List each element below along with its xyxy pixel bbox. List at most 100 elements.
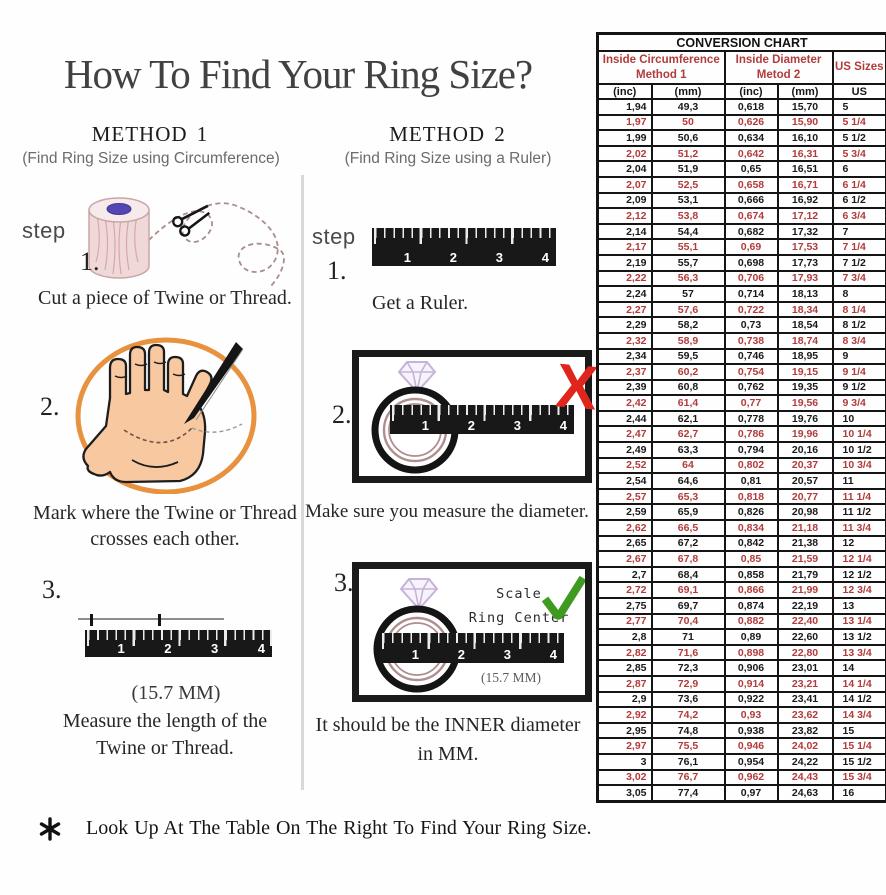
- table-cell: 50: [650, 113, 726, 132]
- ruler-number: 2: [467, 418, 475, 433]
- table-cell: 15 1/4: [831, 737, 886, 755]
- table-cell: 19,35: [776, 378, 834, 397]
- table-cell: 0,81: [723, 472, 779, 490]
- table-cell: 15,90: [776, 113, 834, 132]
- table-cell: 7 1/4: [831, 238, 886, 256]
- asterisk-icon: [39, 817, 61, 841]
- table-row: 2,97 75,5 0,946 24,02 15 1/4: [596, 737, 886, 755]
- table-cell: 9 3/4: [831, 394, 886, 412]
- table-cell: 2,62: [596, 519, 653, 537]
- table-row: 2,8 71 0,89 22,60 13 1/2: [596, 628, 886, 646]
- table-cell: 65,9: [650, 503, 726, 522]
- table-cell: 0,706: [723, 269, 779, 288]
- table-cell: 21,59: [776, 550, 834, 568]
- table-cell: 53,8: [650, 207, 726, 225]
- diamond-icon: [399, 578, 439, 611]
- unit-header: (inc): [596, 83, 653, 100]
- table-cell: 54,4: [650, 222, 726, 241]
- table-cell: 2,52: [596, 456, 653, 475]
- table-cell: 0,666: [723, 191, 779, 210]
- table-cell: 2,57: [596, 487, 653, 506]
- table-cell: 0,69: [723, 238, 779, 256]
- table-cell: 0,874: [723, 597, 779, 615]
- table-cell: 2,47: [596, 425, 653, 444]
- unit-header: (mm): [650, 83, 726, 100]
- table-cell: 53,1: [650, 191, 726, 210]
- table-row: 2,37 60,2 0,754 19,15 9 1/4: [596, 363, 886, 381]
- ruler-number: 4: [549, 647, 557, 662]
- table-cell: 0,762: [723, 378, 779, 397]
- table-cell: 16,10: [776, 129, 834, 147]
- table-cell: 0,954: [723, 752, 779, 771]
- table-cell: 21,79: [776, 565, 834, 584]
- table-row: 2,57 65,3 0,818 20,77 11 1/4: [596, 487, 886, 506]
- table-row: 2,44 62,1 0,778 19,76 10: [596, 409, 886, 428]
- col-group-us-sizes: US Sizes: [831, 50, 886, 85]
- table-cell: 0,73: [723, 316, 779, 334]
- table-cell: 8: [831, 285, 886, 303]
- table-cell: 16,51: [776, 160, 834, 178]
- table-cell: 73,6: [650, 690, 726, 709]
- table-row: 3,05 77,4 0,97 24,63 16: [596, 784, 886, 803]
- method2-heading: METHOD 2: [389, 122, 506, 146]
- table-cell: 65,3: [650, 487, 726, 506]
- table-row: 2,22 56,3 0,706 17,93 7 3/4: [596, 269, 886, 288]
- table-cell: 0,698: [723, 253, 779, 272]
- table-cell: 55,7: [650, 253, 726, 272]
- method2-subtitle: (Find Ring Size using a Ruler): [344, 150, 552, 167]
- col-group-diameter: Inside Diameter Metod 2: [723, 50, 834, 85]
- table-cell: 18,34: [776, 300, 834, 319]
- table-cell: 55,1: [650, 238, 726, 256]
- table-row: 2,82 71,6 0,898 22,80 13 3/4: [596, 643, 886, 662]
- table-cell: 0,634: [723, 129, 779, 147]
- table-cell: 11: [831, 472, 886, 490]
- ruler-number: 3: [495, 250, 503, 265]
- table-cell: 0,738: [723, 331, 779, 350]
- table-cell: 0,714: [723, 285, 779, 303]
- table-cell: 2,07: [596, 175, 653, 194]
- table-cell: 0,858: [723, 565, 779, 584]
- check-mark-icon: [541, 575, 585, 620]
- table-cell: 17,53: [776, 238, 834, 256]
- table-cell: 58,9: [650, 331, 726, 350]
- table-cell: 16,31: [776, 144, 834, 163]
- table-cell: 2,22: [596, 269, 653, 288]
- table-cell: 7 1/2: [831, 253, 886, 272]
- pen-icon: [184, 342, 244, 424]
- method2-step3-caption-line2: in MM.: [417, 743, 479, 765]
- table-cell: 15,70: [776, 98, 834, 116]
- table-cell: 2,7: [596, 565, 653, 584]
- table-cell: 52,5: [650, 175, 726, 194]
- table-cell: 13: [831, 597, 886, 615]
- table-cell: 2,54: [596, 472, 653, 490]
- scale-ring-center-label: Scale Ring Center: [457, 583, 581, 630]
- table-cell: 2,24: [596, 285, 653, 303]
- measured-thread-icon: [78, 614, 224, 626]
- table-cell: 14: [831, 659, 886, 677]
- col-group-text: Metod 2: [756, 68, 801, 81]
- method1-subtitle: (Find Ring Size using Circumference): [22, 150, 280, 167]
- table-cell: 20,37: [776, 456, 834, 475]
- table-row: 2,04 51,9 0,65 16,51 6: [596, 160, 886, 178]
- table-row: 2,42 61,4 0,77 19,56 9 3/4: [596, 394, 886, 412]
- page-title: How To Find Your Ring Size?: [63, 51, 533, 97]
- table-cell: 20,57: [776, 472, 834, 490]
- table-cell: 2,17: [596, 238, 653, 256]
- table-cell: 0,97: [723, 784, 779, 803]
- table-row: 2,9 73,6 0,922 23,41 14 1/2: [596, 690, 886, 709]
- table-cell: 11 1/4: [831, 487, 886, 506]
- table-cell: 21,38: [776, 534, 834, 553]
- table-cell: 8 1/2: [831, 316, 886, 334]
- table-cell: 1,97: [596, 113, 653, 132]
- method2-step-label: step: [312, 224, 356, 249]
- table-cell: 10 1/4: [831, 425, 886, 444]
- table-row: 1,97 50 0,626 15,90 5 1/4: [596, 113, 886, 132]
- method1-step1-number: 1.: [80, 247, 100, 276]
- table-row: 2,95 74,8 0,938 23,82 15: [596, 721, 886, 740]
- table-cell: 2,29: [596, 316, 653, 334]
- table-cell: 2,8: [596, 628, 653, 646]
- table-cell: 0,962: [723, 768, 779, 787]
- ruler-number: 2: [457, 647, 465, 662]
- table-cell: 23,41: [776, 690, 834, 709]
